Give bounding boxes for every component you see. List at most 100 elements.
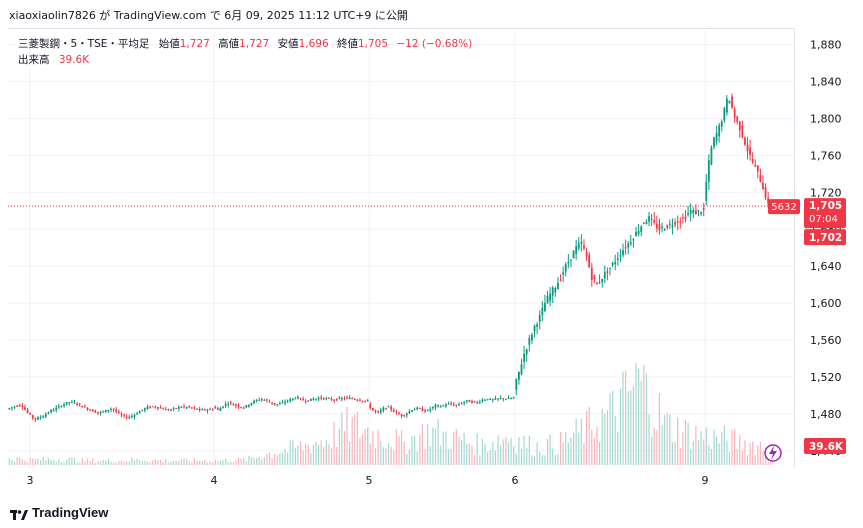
- candle-body: [684, 216, 687, 219]
- chart-pane[interactable]: [8, 28, 795, 468]
- candle-body: [458, 404, 460, 406]
- volume-bar: [622, 371, 624, 465]
- volume-bar: [361, 434, 364, 465]
- volume-bar: [625, 370, 627, 465]
- volume-bar: [120, 460, 123, 465]
- candle-body: [484, 399, 486, 401]
- volume-bar: [19, 457, 21, 465]
- candle-body: [642, 222, 645, 224]
- volume-bar: [687, 422, 689, 465]
- volume-bar: [749, 443, 751, 465]
- volume-bar: [515, 453, 517, 465]
- candle-body: [533, 325, 536, 331]
- volume-bar: [536, 442, 538, 465]
- candle-body: [616, 258, 619, 260]
- candle-body: [580, 241, 583, 244]
- candle-body: [120, 413, 123, 415]
- volume-bar: [328, 444, 330, 465]
- candle-body: [255, 399, 258, 401]
- volume-bar: [640, 381, 642, 465]
- volume-bar: [8, 458, 10, 465]
- volume-bar: [154, 459, 156, 465]
- tradingview-brand[interactable]: TradingView: [10, 505, 108, 520]
- candle-body: [648, 216, 650, 222]
- volume-bar: [24, 460, 26, 465]
- volume-bar: [710, 449, 713, 465]
- volume-bar: [679, 447, 681, 465]
- volume-bar: [50, 459, 52, 465]
- volume-bar: [377, 429, 379, 465]
- candle-body: [439, 406, 442, 408]
- candle-body: [343, 398, 346, 400]
- volume-bar: [484, 443, 486, 465]
- candle-body: [502, 398, 505, 400]
- candle-body: [50, 410, 52, 413]
- volume-bar: [380, 440, 382, 465]
- volume-badge-value: 39.6K: [809, 441, 844, 453]
- candle-body: [687, 213, 689, 215]
- volume-value: 39.6K: [58, 54, 90, 66]
- candle-body: [258, 399, 261, 401]
- volume-bar: [494, 450, 497, 465]
- candle-body: [183, 405, 185, 407]
- candle-body: [403, 415, 406, 417]
- candle-body: [278, 403, 281, 405]
- candle-body: [689, 209, 692, 214]
- candle-body: [302, 398, 305, 401]
- candle-body: [16, 405, 19, 407]
- candle-body: [99, 411, 102, 413]
- countdown-value: 07:04: [809, 214, 838, 225]
- volume-bar: [671, 442, 674, 465]
- volume-bar: [695, 426, 697, 465]
- candle-body: [159, 407, 162, 409]
- volume-bar: [11, 459, 13, 465]
- candle-body: [10, 407, 13, 409]
- top-bar: xiaoxiaolin7826 が TradingView.com で 6月 0…: [0, 0, 863, 28]
- candle-body: [242, 407, 245, 409]
- x-tick-label: 3: [27, 474, 34, 487]
- volume-bar: [183, 458, 185, 465]
- volume-bar: [572, 433, 575, 465]
- volume-bar: [684, 419, 687, 465]
- y-tick-label: 1,720: [810, 186, 842, 199]
- volume-bar: [180, 459, 183, 465]
- volume-bar: [261, 459, 263, 465]
- volume-bar: [53, 460, 55, 465]
- candle-body: [309, 398, 312, 401]
- candle-body: [473, 401, 476, 403]
- candle-body: [549, 293, 552, 302]
- candle-body: [517, 371, 520, 380]
- volume-bar: [76, 462, 78, 465]
- candle-body: [588, 254, 591, 268]
- candle-body: [463, 401, 466, 403]
- candle-body: [229, 402, 232, 404]
- volume-bar: [400, 430, 403, 465]
- candle-body: [731, 96, 733, 108]
- volume-bar: [131, 457, 133, 465]
- candle-body: [227, 403, 230, 405]
- candle-body: [78, 403, 81, 405]
- candle-body: [377, 411, 380, 413]
- candle-body: [596, 282, 598, 285]
- candle-body: [206, 409, 209, 411]
- candle-body: [575, 246, 578, 255]
- candle-body: [170, 409, 172, 411]
- candle-body: [557, 282, 559, 290]
- symbol-label[interactable]: 三菱製鋼・5・TSE・平均足: [18, 38, 150, 50]
- volume-bar: [34, 458, 36, 465]
- volume-bar: [128, 461, 130, 465]
- volume-bar: [21, 459, 23, 465]
- high-value: 1,727: [239, 38, 270, 50]
- volume-bar: [518, 436, 520, 465]
- candle-body: [203, 409, 206, 411]
- volume-bar: [73, 457, 76, 465]
- volume-bar: [692, 441, 694, 465]
- candle-body: [507, 397, 510, 400]
- candle-body: [201, 409, 204, 411]
- volume-bar: [97, 460, 99, 465]
- candle-body: [692, 210, 695, 214]
- candle-body: [640, 226, 643, 232]
- volume-bar: [146, 461, 149, 465]
- volume-bar: [263, 457, 265, 465]
